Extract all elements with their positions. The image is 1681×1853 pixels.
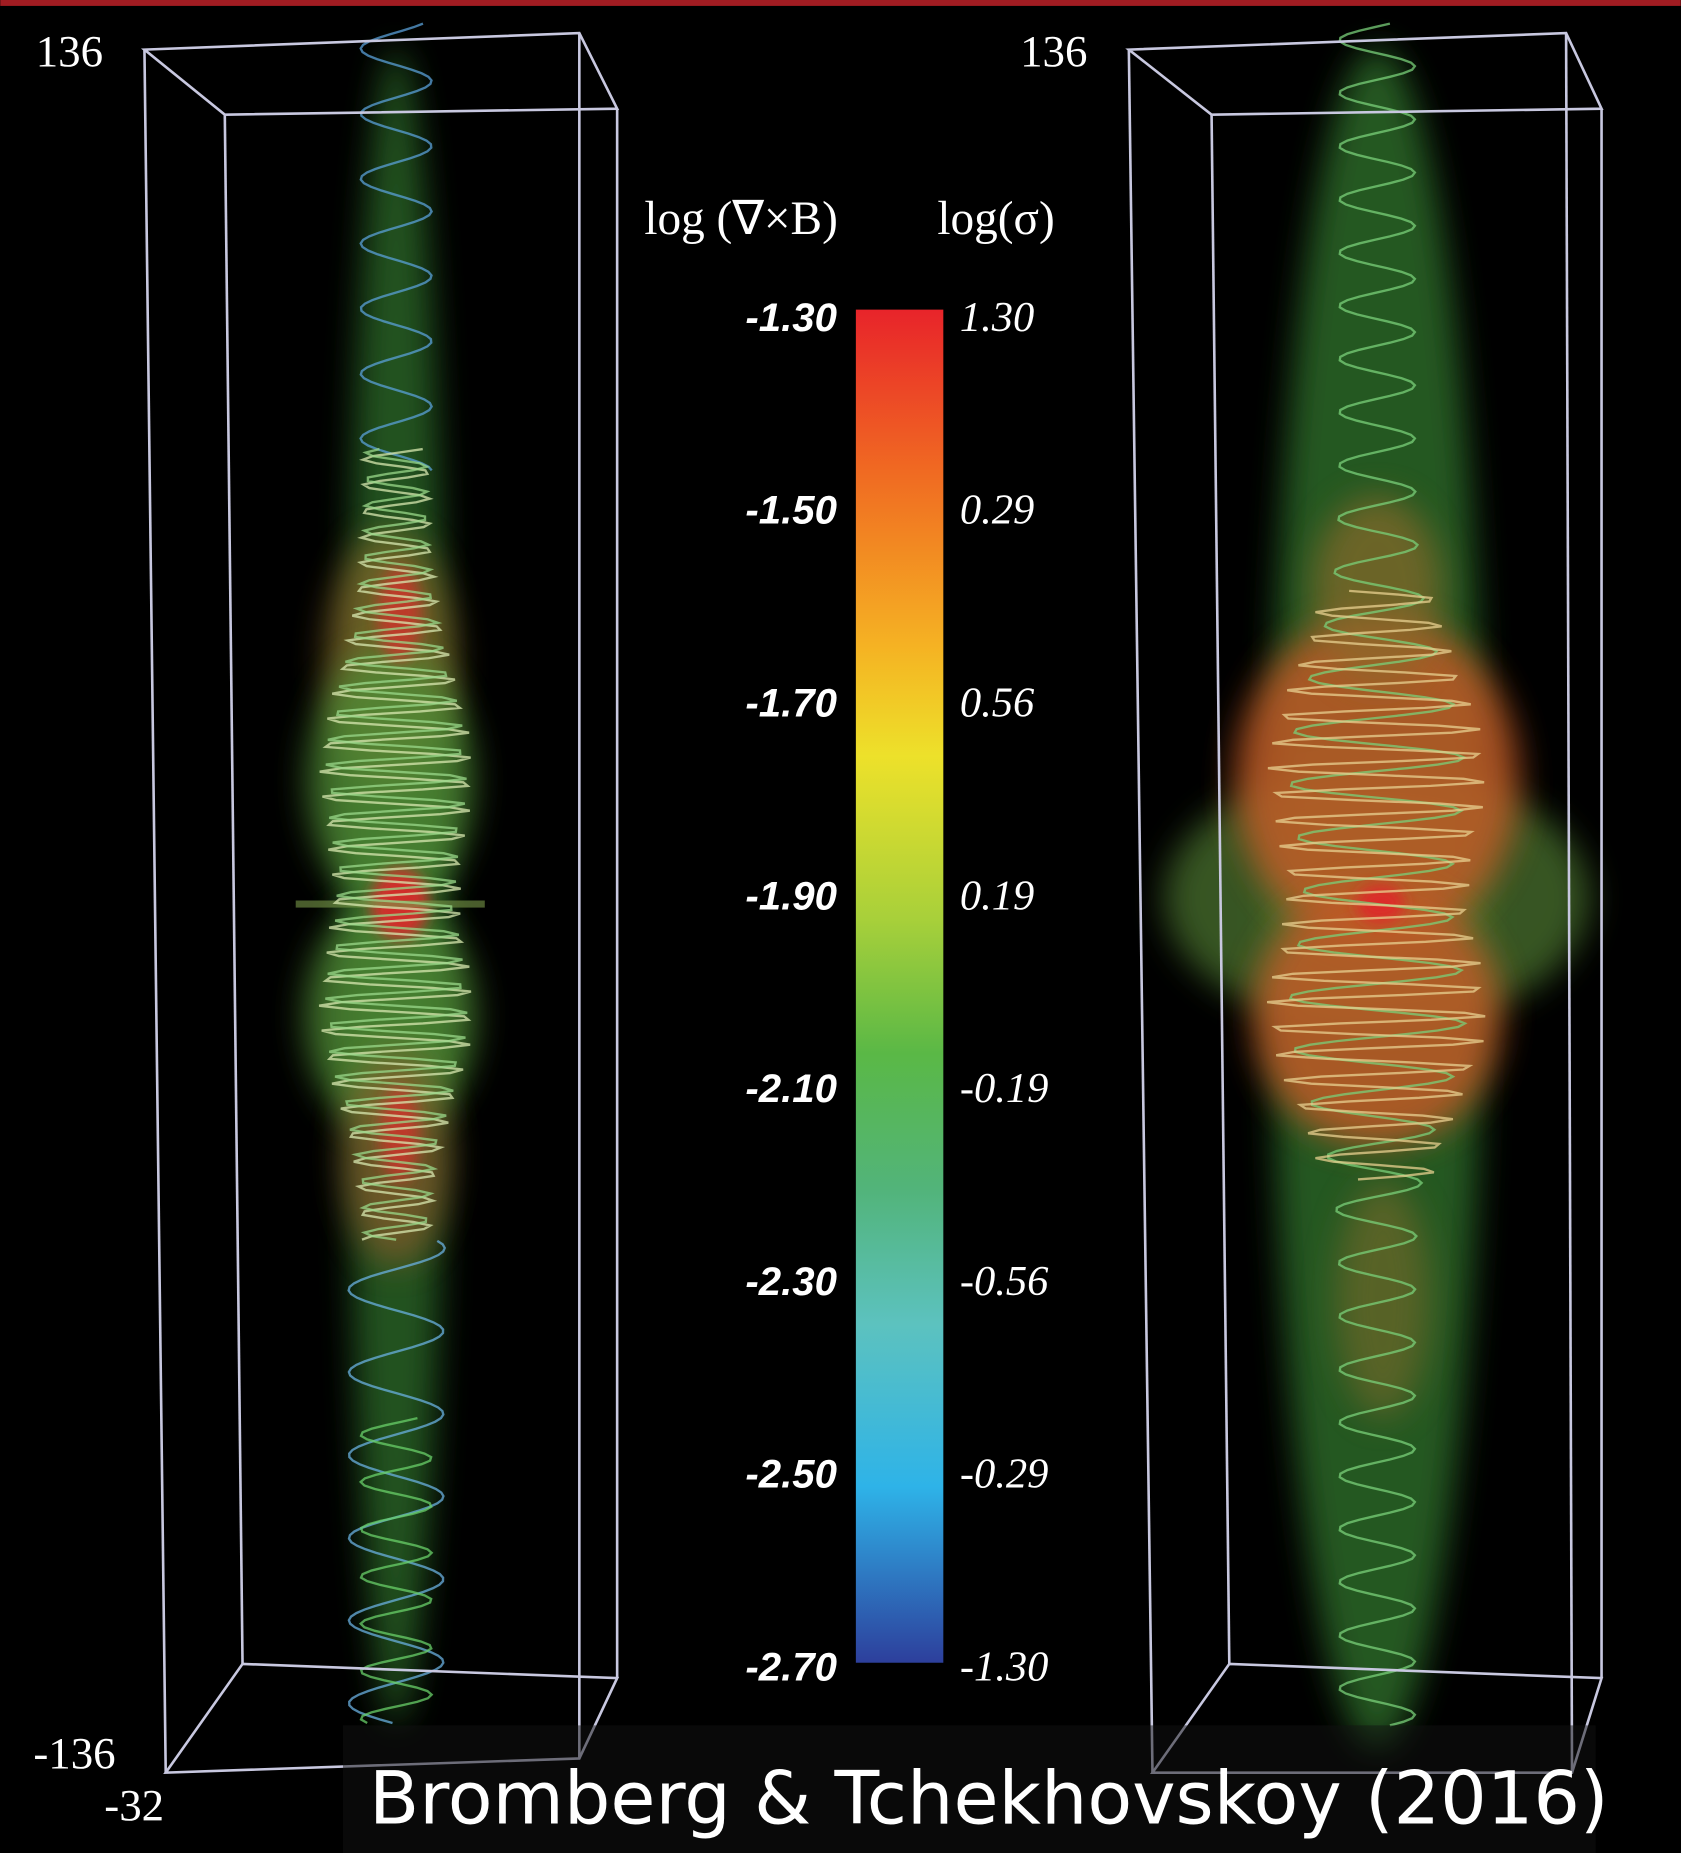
colorbar-tick-label: -2.70 [745,1644,837,1689]
colorbar [855,309,944,1663]
axis-label: 136 [1020,26,1087,76]
field-lines [318,22,1486,1727]
colorbar-tick-label: -1.30 [960,1643,1049,1690]
left-box [140,31,620,1775]
helix [359,22,433,472]
right-box [1125,31,1604,1774]
colorbar-ticks: -1.30 -1.50 -1.70 -1.90 -2.10 -2.30 -2.50 -2.70… [745,294,1049,1691]
colorbar-tick-label: -2.30 [745,1259,837,1304]
colorbar-tick-label: -0.19 [960,1065,1049,1112]
colorbar-tick-label: -1.70 [745,680,837,725]
colorbar-tick-label: -1.50 [745,488,837,533]
helix [1288,22,1468,1727]
helix [1266,589,1486,1181]
colorbar-tick-label: 0.29 [960,487,1034,534]
axis-label: 136 [36,26,103,76]
top-rule [0,0,1681,6]
colorbar-tick-label: 1.30 [960,294,1034,341]
credit: Bromberg & Tchekhovskoy (2016) [369,1756,1609,1841]
colorbar-tick-label: 0.19 [960,872,1034,919]
helix [347,1239,447,1725]
colorbar-tick-label: -2.50 [745,1452,837,1497]
colorbar-tick-label: 0.56 [960,679,1035,726]
axis-label: -32 [104,1780,164,1830]
credit-backdrop [342,1725,1596,1853]
colorbar-tick-label: -1.90 [745,873,837,918]
colorbar-title: log (∇×B) [644,193,837,245]
colorbar-tick-label: -1.30 [745,295,837,340]
axis-label: -136 [33,1728,115,1778]
colorbar-title: log(σ) [937,193,1054,245]
helix [325,447,468,1241]
helix [318,447,472,1241]
colorbar-tick-label: -0.56 [960,1258,1049,1305]
colorbar-tick-label: -0.29 [960,1451,1049,1498]
helix [358,1416,434,1725]
colorbar-tick-label: -2.10 [745,1066,837,1111]
